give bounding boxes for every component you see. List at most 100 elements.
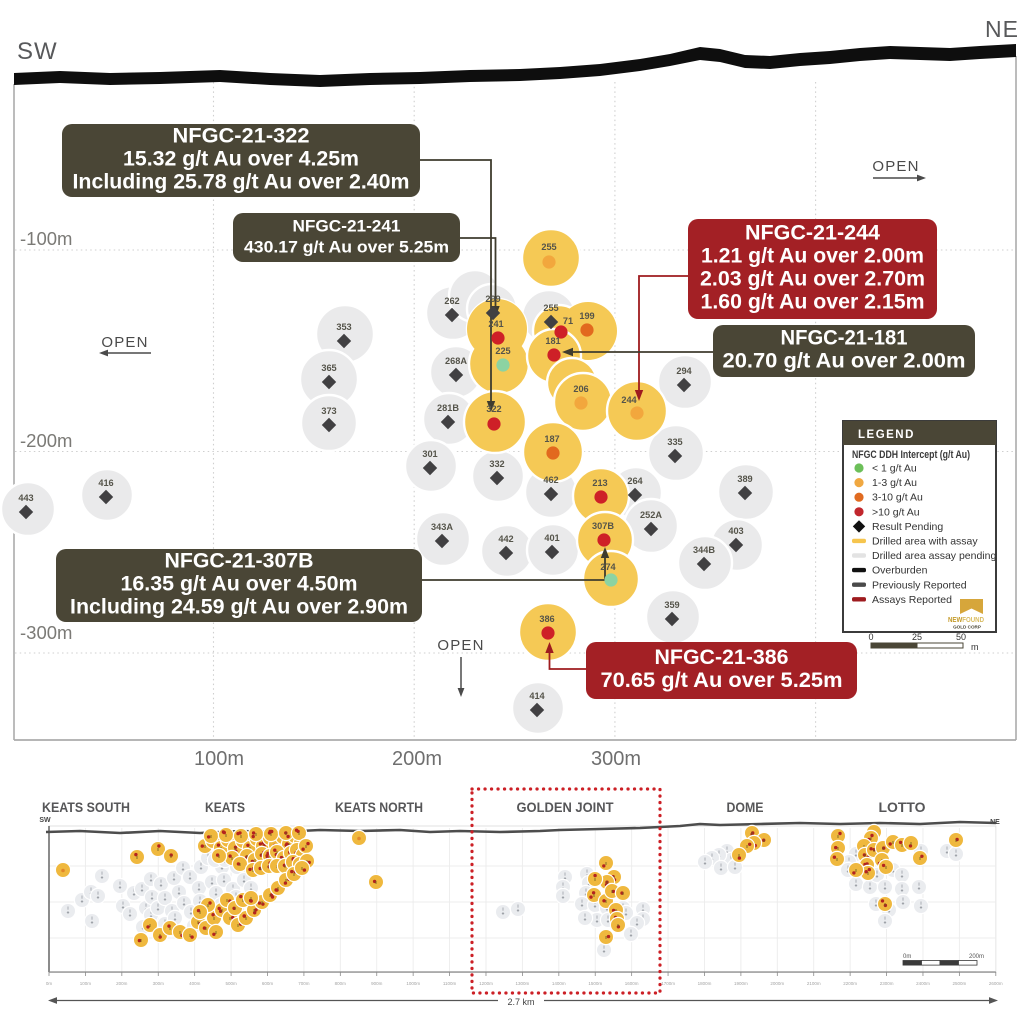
svg-text:Including 25.78 g/t Au over 2.: Including 25.78 g/t Au over 2.40m xyxy=(73,171,410,194)
svg-text:70.65 g/t Au over 5.25m: 70.65 g/t Au over 5.25m xyxy=(601,669,843,692)
svg-text:400m: 400m xyxy=(189,981,201,986)
svg-text:OPEN: OPEN xyxy=(872,158,919,175)
svg-text:200m: 200m xyxy=(116,981,128,986)
svg-text:Drilled area assay pending: Drilled area assay pending xyxy=(872,550,996,562)
svg-text:2500m: 2500m xyxy=(953,981,967,986)
svg-text:600m: 600m xyxy=(262,981,274,986)
svg-text:244: 244 xyxy=(621,395,637,405)
svg-text:SW: SW xyxy=(39,817,51,824)
svg-text:1600m: 1600m xyxy=(625,981,639,986)
svg-text:1900m: 1900m xyxy=(734,981,748,986)
svg-text:1200m: 1200m xyxy=(479,981,493,986)
svg-text:301: 301 xyxy=(422,449,437,459)
svg-text:2.03 g/t Au over 2.70m: 2.03 g/t Au over 2.70m xyxy=(700,268,925,291)
svg-text:1100m: 1100m xyxy=(443,981,457,986)
svg-text:252A: 252A xyxy=(640,510,662,520)
svg-text:462: 462 xyxy=(543,475,558,485)
svg-text:0m: 0m xyxy=(46,981,53,986)
svg-text:-100m: -100m xyxy=(20,228,72,249)
svg-text:262: 262 xyxy=(444,296,459,306)
svg-text:300m: 300m xyxy=(153,981,165,986)
svg-text:Previously Reported: Previously Reported xyxy=(872,579,967,591)
svg-text:< 1 g/t Au: < 1 g/t Au xyxy=(872,463,917,475)
svg-text:NFGC-21-386: NFGC-21-386 xyxy=(655,646,789,669)
svg-text:365: 365 xyxy=(321,363,336,373)
svg-text:255: 255 xyxy=(543,303,558,313)
svg-text:DOME: DOME xyxy=(727,800,764,815)
svg-text:225: 225 xyxy=(495,346,510,356)
svg-text:25: 25 xyxy=(912,632,922,642)
svg-text:Assays Reported: Assays Reported xyxy=(872,594,952,606)
svg-text:416: 416 xyxy=(98,478,113,488)
svg-text:NFGC-21-241: NFGC-21-241 xyxy=(293,217,401,236)
svg-text:NFGC-21-244: NFGC-21-244 xyxy=(745,222,880,245)
svg-text:213: 213 xyxy=(592,478,607,488)
svg-text:255: 255 xyxy=(541,242,556,252)
svg-text:389: 389 xyxy=(737,474,752,484)
svg-text:294: 294 xyxy=(676,366,692,376)
svg-text:0m: 0m xyxy=(903,954,911,960)
svg-text:187: 187 xyxy=(544,434,559,444)
svg-text:KEATS: KEATS xyxy=(205,800,245,815)
svg-text:430.17 g/t Au over 5.25m: 430.17 g/t Au over 5.25m xyxy=(244,238,449,257)
svg-text:-300m: -300m xyxy=(20,622,72,643)
svg-text:2400m: 2400m xyxy=(916,981,930,986)
svg-text:268A: 268A xyxy=(445,356,467,366)
svg-text:50: 50 xyxy=(956,632,966,642)
svg-text:322: 322 xyxy=(486,404,501,414)
svg-text:403: 403 xyxy=(728,526,743,536)
svg-text:LEGEND: LEGEND xyxy=(858,429,915,441)
svg-text:344B: 344B xyxy=(693,545,715,555)
svg-text:386: 386 xyxy=(539,614,554,624)
svg-text:SW: SW xyxy=(17,38,58,65)
svg-text:GOLDEN JOINT: GOLDEN JOINT xyxy=(517,800,615,815)
svg-text:NFGC-21-181: NFGC-21-181 xyxy=(781,327,908,350)
svg-text:900m: 900m xyxy=(371,981,383,986)
svg-text:1000m: 1000m xyxy=(406,981,420,986)
svg-text:Including 24.59 g/t Au over 2.: Including 24.59 g/t Au over 2.90m xyxy=(70,596,408,619)
svg-text:OPEN: OPEN xyxy=(437,637,484,654)
svg-text:1500m: 1500m xyxy=(588,981,602,986)
svg-text:2000m: 2000m xyxy=(770,981,784,986)
svg-text:1.21 g/t Au over 2.00m: 1.21 g/t Au over 2.00m xyxy=(701,245,924,268)
svg-text:274: 274 xyxy=(600,562,616,572)
svg-text:2.7 km: 2.7 km xyxy=(507,997,534,1007)
svg-text:1.60 g/t Au over 2.15m: 1.60 g/t Au over 2.15m xyxy=(701,291,925,314)
svg-text:2200m: 2200m xyxy=(843,981,857,986)
svg-text:NE: NE xyxy=(985,16,1019,42)
svg-text:332: 332 xyxy=(489,459,504,469)
svg-text:181: 181 xyxy=(545,336,560,346)
svg-text:359: 359 xyxy=(664,600,679,610)
svg-text:KEATS NORTH: KEATS NORTH xyxy=(335,800,423,815)
svg-text:2100m: 2100m xyxy=(807,981,821,986)
svg-text:241: 241 xyxy=(488,319,503,329)
svg-text:414: 414 xyxy=(529,691,545,701)
svg-text:1800m: 1800m xyxy=(698,981,712,986)
svg-text:Result Pending: Result Pending xyxy=(872,521,943,533)
svg-text:300m: 300m xyxy=(591,748,641,770)
svg-text:NFGC-21-307B: NFGC-21-307B xyxy=(165,550,314,573)
svg-text:>10 g/t Au: >10 g/t Au xyxy=(872,506,920,518)
svg-text:Drilled area with assay: Drilled area with assay xyxy=(872,536,978,548)
svg-text:LOTTO: LOTTO xyxy=(879,800,926,815)
svg-text:NFGC-21-322: NFGC-21-322 xyxy=(173,125,310,148)
svg-text:443: 443 xyxy=(18,493,33,503)
svg-text:16.35 g/t Au over 4.50m: 16.35 g/t Au over 4.50m xyxy=(121,573,358,596)
svg-text:500m: 500m xyxy=(225,981,237,986)
svg-text:0: 0 xyxy=(868,632,873,642)
svg-text:2300m: 2300m xyxy=(880,981,894,986)
svg-text:71: 71 xyxy=(563,316,573,326)
svg-text:1300m: 1300m xyxy=(516,981,530,986)
svg-text:335: 335 xyxy=(667,437,682,447)
svg-text:m: m xyxy=(971,642,979,652)
svg-text:15.32 g/t Au over 4.25m: 15.32 g/t Au over 4.25m xyxy=(123,148,359,171)
svg-text:NE: NE xyxy=(990,819,1000,826)
svg-text:200m: 200m xyxy=(969,954,984,960)
svg-text:20.70 g/t Au over 2.00m: 20.70 g/t Au over 2.00m xyxy=(723,350,966,373)
svg-text:200m: 200m xyxy=(392,748,442,770)
svg-text:199: 199 xyxy=(579,311,594,321)
svg-text:3-10 g/t Au: 3-10 g/t Au xyxy=(872,492,923,504)
svg-text:307B: 307B xyxy=(592,521,614,531)
svg-text:206: 206 xyxy=(573,384,588,394)
svg-text:442: 442 xyxy=(498,534,513,544)
